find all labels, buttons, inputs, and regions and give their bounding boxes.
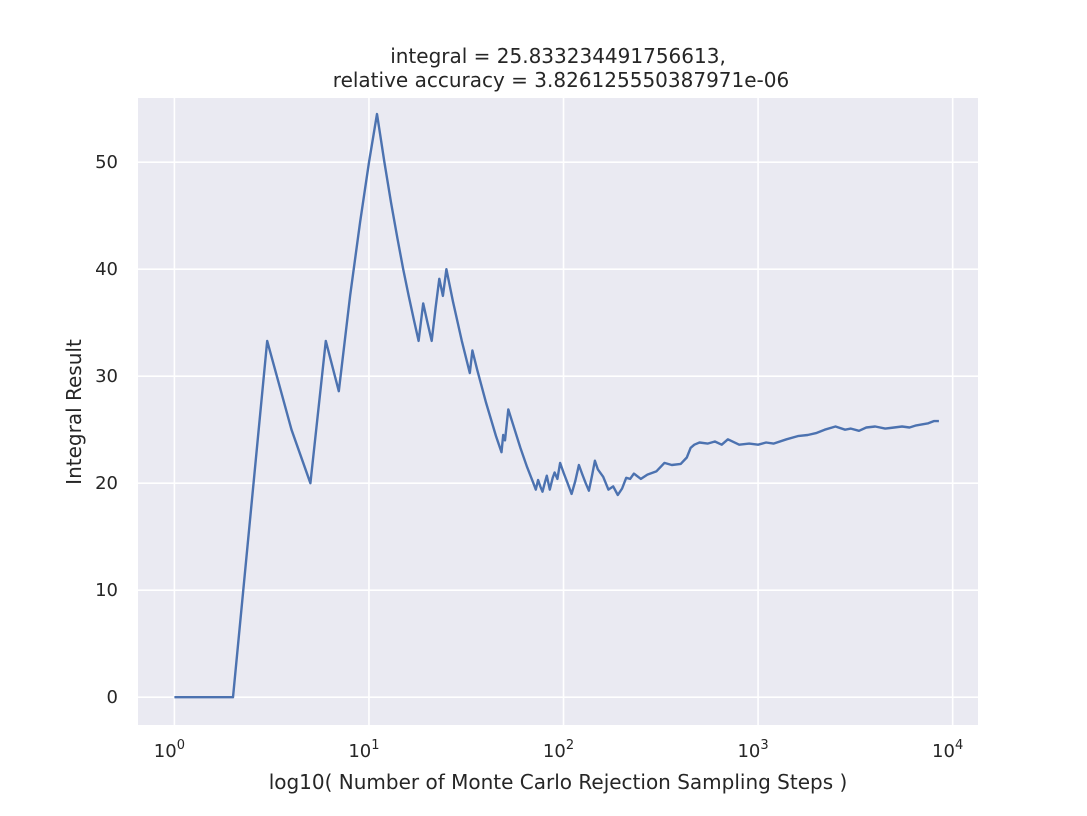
y-tick-label: 10 [95,580,118,601]
y-axis-ticks: 0 10 20 30 40 50 [95,152,118,708]
x-tick-exponent: 4 [955,738,963,753]
y-tick-label: 50 [95,152,118,173]
grid-lines [138,98,978,725]
x-tick-base: 10 [154,741,177,762]
x-tick-label: 104 [932,738,963,762]
x-tick-exponent: 0 [177,738,185,753]
x-axis-label: log10( Number of Monte Carlo Rejection S… [269,770,848,794]
x-axis-ticks: 100 101 102 103 104 [154,738,963,762]
x-tick-exponent: 1 [371,738,379,753]
y-tick-label: 20 [95,473,118,494]
x-tick-base: 10 [348,741,371,762]
plot-area [138,98,978,725]
y-tick-label: 0 [107,687,118,708]
y-tick-label: 40 [95,259,118,280]
x-tick-base: 10 [737,741,760,762]
series-layer [174,112,939,699]
x-tick-exponent: 3 [760,738,768,753]
x-tick-base: 10 [932,741,955,762]
x-tick-exponent: 2 [566,738,574,753]
chart-title-line1: integral = 25.833234491756613, [390,44,726,68]
x-tick-base: 10 [543,741,566,762]
y-axis-label: Integral Result [62,339,86,485]
x-tick-label: 101 [348,738,379,762]
x-tick-label: 102 [543,738,574,762]
x-tick-label: 103 [737,738,768,762]
y-tick-label: 30 [95,366,118,387]
series-line [174,112,939,699]
chart-title-line2: relative accuracy = 3.826125550387971e-0… [333,68,789,92]
x-tick-label: 100 [154,738,185,762]
